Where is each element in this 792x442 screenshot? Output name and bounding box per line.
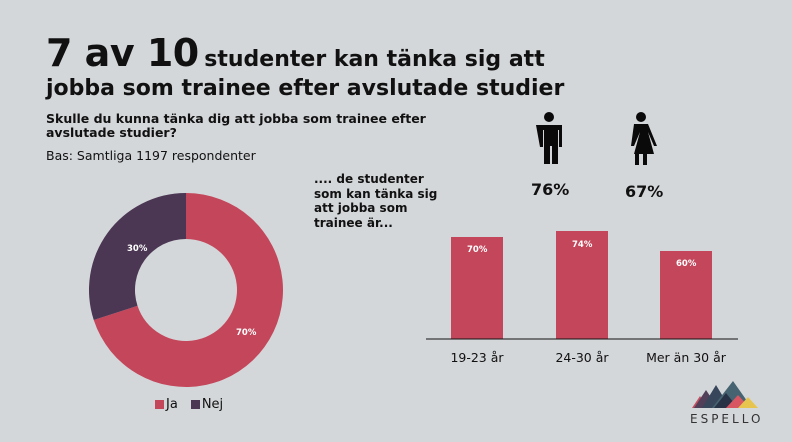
legend-item-ja: Ja bbox=[155, 397, 178, 412]
title-rest: studenter kan tänka sig att bbox=[204, 47, 545, 72]
bar-19-23 bbox=[451, 237, 503, 339]
bar-over-30 bbox=[660, 251, 712, 339]
title-line-2: jobba som trainee efter avslutade studie… bbox=[46, 75, 565, 101]
female-percentage: 67% bbox=[625, 182, 664, 201]
category-label-19-23: 19-23 år bbox=[450, 350, 504, 365]
title-highlight: 7 av 10 bbox=[46, 31, 199, 75]
legend-label-nej: Nej bbox=[201, 397, 224, 412]
survey-question: Skulle du kunna tänka dig att jobba som … bbox=[46, 111, 426, 140]
donut-label-ja: 70% bbox=[236, 328, 257, 338]
donut-slice-ja bbox=[93, 193, 283, 387]
category-label-over-30: Mer än 30 år bbox=[646, 350, 726, 365]
legend-label-ja: Ja bbox=[166, 397, 178, 412]
legend-item-nej: Nej bbox=[190, 397, 224, 412]
legend-swatch-nej bbox=[190, 400, 200, 409]
espello-logo-text: ESPELLO bbox=[690, 412, 764, 426]
bar-chart-subtitle: .... de studenter som kan tänka sig att … bbox=[314, 172, 438, 230]
bar-label-over-30: 60% bbox=[676, 259, 697, 269]
category-label-24-30: 24-30 år bbox=[555, 350, 609, 365]
donut-label-nej: 30% bbox=[127, 244, 148, 254]
donut-slice-nej bbox=[88, 192, 186, 320]
espello-logo-icon bbox=[692, 381, 758, 408]
legend-swatch-ja bbox=[155, 400, 164, 409]
bar-label-19-23: 70% bbox=[467, 245, 488, 255]
bar-label-24-30: 74% bbox=[572, 240, 593, 250]
woman-icon bbox=[631, 112, 657, 165]
male-percentage: 76% bbox=[531, 180, 570, 199]
page-title: 7 av 10 studenter kan tänka sig att jobb… bbox=[46, 32, 566, 101]
donut-legend: Ja Nej bbox=[155, 397, 236, 412]
bar-24-30 bbox=[556, 231, 608, 339]
man-icon bbox=[536, 112, 562, 164]
base-note: Bas: Samtliga 1197 respondenter bbox=[46, 148, 256, 163]
